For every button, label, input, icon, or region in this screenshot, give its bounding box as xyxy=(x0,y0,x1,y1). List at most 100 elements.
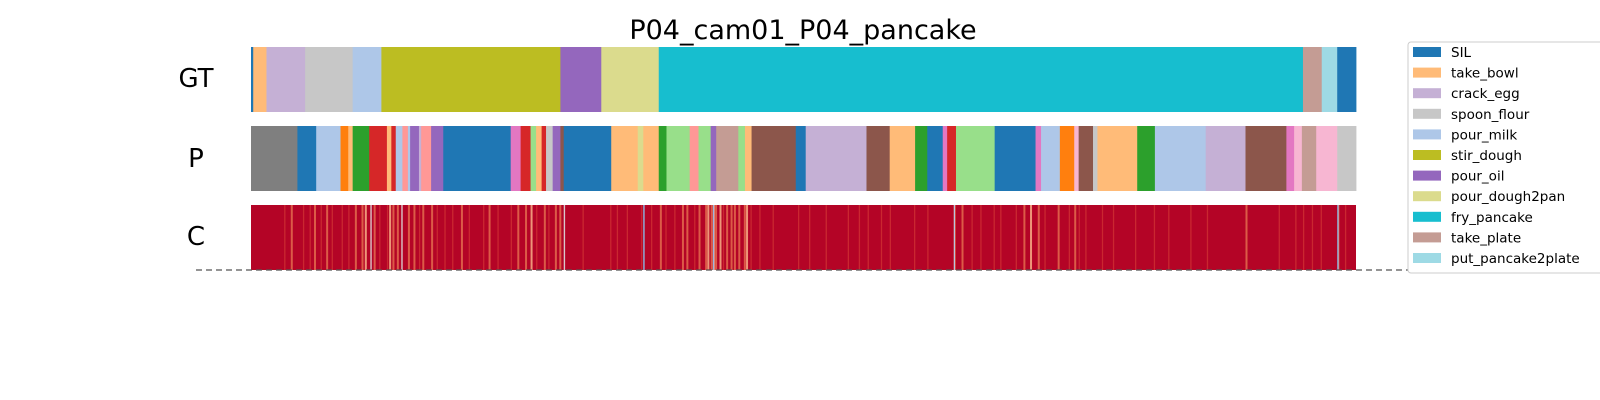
confidence-base xyxy=(251,205,1356,270)
legend-swatch-take_bowl xyxy=(1413,67,1441,78)
legend-label-take_bowl: take_bowl xyxy=(1451,66,1519,82)
p-segment-48 xyxy=(1035,126,1042,191)
confidence-strip xyxy=(251,205,1356,270)
confidence-mark-54 xyxy=(681,205,684,270)
p-segment-12 xyxy=(410,126,420,191)
confidence-mark-32 xyxy=(488,205,491,270)
confidence-mark-51 xyxy=(659,205,662,270)
p-segment-30 xyxy=(666,126,691,191)
gt-segments xyxy=(251,47,1357,112)
confidence-mark-109 xyxy=(1295,205,1297,270)
p-segment-54 xyxy=(1097,126,1138,191)
p-segment-25 xyxy=(563,126,612,191)
p-segment-1 xyxy=(297,126,317,191)
p-segment-41 xyxy=(889,126,916,191)
confidence-mark-12 xyxy=(364,205,367,270)
confidence-mark-70 xyxy=(746,205,749,270)
p-segment-27 xyxy=(637,126,644,191)
gt-segment-10 xyxy=(1321,47,1338,112)
confidence-mark-48 xyxy=(641,205,643,270)
p-segment-40 xyxy=(866,126,891,191)
p-segment-10 xyxy=(402,126,409,191)
confidence-mark-4 xyxy=(313,205,316,270)
p-segment-15 xyxy=(431,126,444,191)
p-segment-24 xyxy=(560,126,565,191)
confidence-mark-5 xyxy=(320,205,322,270)
p-segment-61 xyxy=(1301,126,1317,191)
legend-swatch-pour_milk xyxy=(1413,129,1441,140)
confidence-mark-17 xyxy=(389,205,392,270)
p-segment-0 xyxy=(251,126,298,191)
confidence-mark-35 xyxy=(517,205,520,270)
p-segment-53 xyxy=(1093,126,1098,191)
confidence-mark-55 xyxy=(686,205,689,270)
p-segment-44 xyxy=(942,126,948,191)
p-segment-3 xyxy=(340,126,349,191)
p-segment-35 xyxy=(738,126,746,191)
p-segment-8 xyxy=(391,126,397,191)
p-segment-2 xyxy=(316,126,341,191)
confidence-mark-75 xyxy=(809,205,811,270)
legend-swatch-pour_dough2pan xyxy=(1413,191,1441,202)
p-segment-32 xyxy=(698,126,712,191)
confidence-mark-59 xyxy=(707,205,710,270)
p-segment-56 xyxy=(1154,126,1207,191)
confidence-mark-68 xyxy=(738,205,741,270)
p-segment-50 xyxy=(1059,126,1075,191)
confidence-mark-80 xyxy=(880,205,883,270)
confidence-mark-96 xyxy=(1068,205,1070,270)
confidence-mark-103 xyxy=(1153,205,1156,270)
p-segment-21 xyxy=(541,126,547,191)
p-segment-11 xyxy=(407,126,411,191)
confidence-mark-93 xyxy=(1037,205,1040,270)
confidence-row: C xyxy=(187,205,1356,270)
confidence-mark-23 xyxy=(418,205,421,270)
confidence-mark-50 xyxy=(651,205,653,270)
confidence-mark-9 xyxy=(348,205,350,270)
legend-label-crack_egg: crack_egg xyxy=(1451,86,1520,102)
confidence-mark-24 xyxy=(422,205,425,270)
confidence-mark-111 xyxy=(1311,205,1314,270)
confidence-mark-53 xyxy=(674,205,676,270)
confidence-mark-2 xyxy=(302,205,305,270)
p-segment-14 xyxy=(421,126,432,191)
legend-swatch-stir_dough xyxy=(1413,150,1441,160)
confidence-mark-62 xyxy=(715,205,718,270)
p-segment-29 xyxy=(658,126,667,191)
confidence-mark-92 xyxy=(1030,205,1033,270)
legend-swatch-pour_oil xyxy=(1413,170,1441,181)
confidence-mark-102 xyxy=(1135,205,1137,270)
confidence-mark-72 xyxy=(759,205,761,270)
confidence-mark-14 xyxy=(373,205,376,270)
p-segment-28 xyxy=(643,126,660,191)
legend-swatch-put_pancake2plate xyxy=(1413,253,1441,263)
confidence-mark-15 xyxy=(379,205,381,270)
p-segment-20 xyxy=(536,126,543,191)
confidence-mark-19 xyxy=(396,205,399,270)
p-segment-4 xyxy=(348,126,354,191)
confidence-mark-13 xyxy=(370,205,372,270)
p-segment-6 xyxy=(369,126,388,191)
confidence-mark-20 xyxy=(401,205,403,270)
p-segment-33 xyxy=(710,126,717,191)
legend-swatch-spoon_flour xyxy=(1413,108,1441,119)
confidence-mark-44 xyxy=(582,205,584,270)
p-segment-16 xyxy=(443,126,512,191)
confidence-mark-64 xyxy=(722,205,725,270)
legend-frame xyxy=(1407,41,1600,274)
legend-swatch-fry_pancake xyxy=(1413,211,1441,222)
confidence-mark-89 xyxy=(1000,205,1002,270)
confidence-mark-76 xyxy=(825,205,827,270)
p-segment-49 xyxy=(1041,126,1061,191)
confidence-mark-36 xyxy=(525,205,528,270)
gt-segment-8 xyxy=(658,47,1304,112)
confidence-mark-31 xyxy=(483,205,485,270)
chart-title: P04_cam01_P04_pancake xyxy=(629,15,976,46)
confidence-mark-11 xyxy=(361,205,364,270)
confidence-mark-7 xyxy=(331,205,333,270)
confidence-mark-0 xyxy=(284,205,286,270)
p-segment-38 xyxy=(795,126,807,191)
confidence-low-mark-1 xyxy=(1337,205,1339,270)
confidence-mark-86 xyxy=(971,205,973,270)
p-segment-52 xyxy=(1078,126,1094,191)
